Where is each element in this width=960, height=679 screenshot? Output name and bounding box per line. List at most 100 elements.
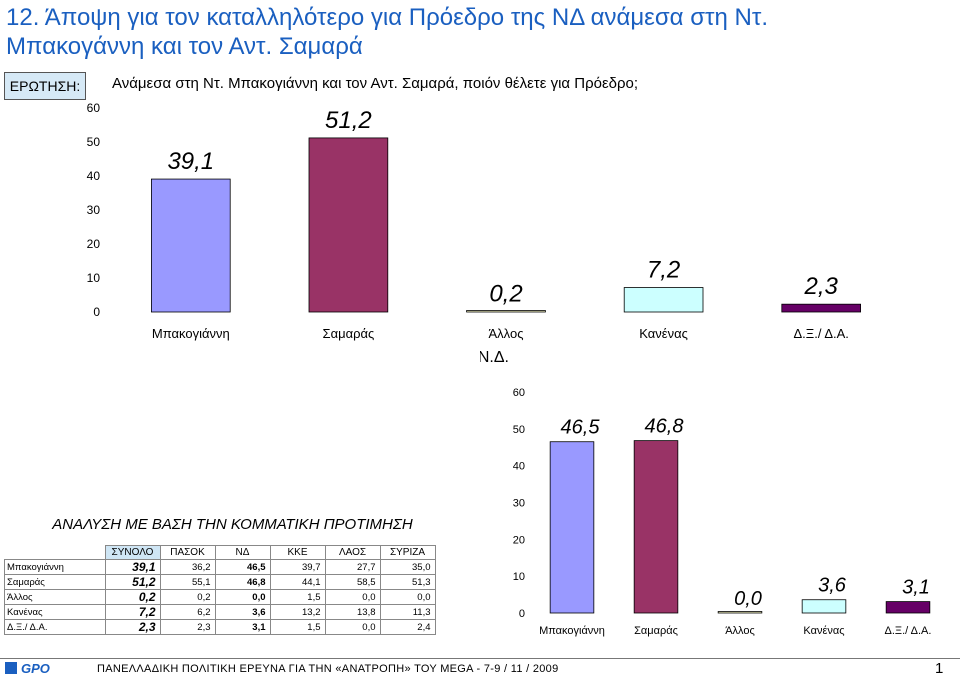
table-cell: 46,8 [214,574,271,590]
column-header: ΛΑΟΣ [324,545,381,560]
nd-voters-bar-chart: 0 10 20 30 40 50 60 Ψηφοφόροι Ν.Δ. 46,5 Μπακογιάν… [480,349,932,637]
table-cell: 1,5 [269,619,326,635]
table-cell: 0,0 [324,619,381,635]
breakdown-table: ΣΥΝΟΛΟ ΠΑΣΟΚ ΝΔ ΚΚΕ ΛΑΟΣ ΣΥΡΙΖΑ Μπακογιά… [4,545,436,635]
table-cell: 6,2 [159,604,216,620]
bar [466,310,546,313]
x-tick-label: Μπακογιάννη [152,326,230,341]
table-cell: 27,7 [324,559,381,575]
question-label: ΕΡΩΤΗΣΗ: [4,72,86,100]
column-header: ΣΥΝΟΛΟ [104,545,161,560]
row-label: Μπακογιάννη [4,559,106,575]
bar-value-label: 3,6 [818,575,847,597]
row-label: Δ.Ξ./ Δ.Α. [4,619,106,635]
page-title-line-2: Μπακογάννη και τον Αντ. Σαμαρά [6,33,363,60]
title-bar: 12. Άποψη για τον καταλληλότερο για Πρόε… [0,0,960,66]
bar-value-label: 46,8 [645,416,684,438]
x-tick-label: Δ.Ξ./ Δ.Α. [885,625,932,637]
bar [801,599,847,614]
breakdown-title: ΑΝΑΛΥΣΗ ΜΕ ΒΑΣΗ ΤΗΝ ΚΟΜΜΑΤΙΚΗ ΠΡΟΤΙΜΗΣΗ [52,516,413,533]
y-tick-label: 20 [513,534,525,546]
table-cell: 13,8 [324,604,381,620]
table-row: Κανένας 7,2 6,2 3,6 13,2 13,8 11,3 [4,604,436,620]
table-cell-total: 7,2 [104,604,161,620]
table-cell: 0,0 [324,589,381,605]
row-label: Άλλος [4,589,106,605]
table-cell: 13,2 [269,604,326,620]
table-cell: 3,6 [214,604,271,620]
bar [549,441,595,614]
y-tick-label: 20 [87,237,101,251]
table-cell: 0,2 [159,589,216,605]
table-cell: 46,5 [214,559,271,575]
y-tick-label: 10 [513,571,525,583]
bar-value-label: 51,2 [325,107,372,134]
table-row: Δ.Ξ./ Δ.Α. 2,3 2,3 3,1 1,5 0,0 2,4 [4,619,436,635]
x-tick-label: Κανένας [803,625,844,637]
y-tick-label: 10 [87,271,101,285]
bar [781,303,861,313]
y-tick-label: 50 [513,424,525,436]
breakdown-header-row: ΣΥΝΟΛΟ ΠΑΣΟΚ ΝΔ ΚΚΕ ΛΑΟΣ ΣΥΡΙΖΑ [5,545,436,560]
y-tick-label: 30 [87,203,101,217]
bar [623,287,704,313]
y-tick-label: 60 [87,101,101,115]
table-cell: 11,3 [379,604,436,620]
bar-value-label: 39,1 [167,148,214,175]
table-row: Σαμαράς 51,2 55,1 46,8 44,1 58,5 51,3 [4,574,436,590]
row-label: Σαμαράς [4,574,106,590]
column-header: ΣΥΡΙΖΑ [379,545,436,560]
x-tick-label: Σαμαράς [323,326,375,341]
footer [0,658,960,679]
footer-divider [0,658,960,659]
table-cell: 3,1 [214,619,271,635]
table-cell-total: 0,2 [104,589,161,605]
column-header: ΚΚΕ [269,545,326,560]
logo-text: GPO [21,661,50,675]
table-cell: 2,3 [159,619,216,635]
column-header: ΝΔ [214,545,271,560]
bar-value-label: 7,2 [647,257,680,284]
bar [717,611,763,614]
table-cell: 55,1 [159,574,216,590]
table-row: Άλλος 0,2 0,2 0,0 1,5 0,0 0,0 [4,589,436,605]
bar [633,440,679,614]
x-tick-label: Μπακογιάννη [539,625,605,637]
table-cell-total: 2,3 [104,619,161,635]
bar [150,178,231,313]
y-tick-label: 50 [87,135,101,149]
bar-value-label: 0,2 [489,280,522,307]
table-cell: 44,1 [269,574,326,590]
bar-value-label: 3,1 [902,577,930,599]
table-cell: 0,0 [214,589,271,605]
row-label: Κανένας [4,604,106,620]
table-cell: 36,2 [159,559,216,575]
bar [885,601,931,614]
page-title-line-1: 12. Άποψη για τον καταλληλότερο για Πρόε… [6,4,769,31]
y-tick-label: 0 [93,305,100,319]
table-cell: 39,7 [269,559,326,575]
y-tick-label: 40 [513,461,525,473]
main-bar-chart: 0 10 20 30 40 50 60 39,1 Μπακογιάννη 51,2 Σαμαράς 0… [87,101,861,341]
bar [308,137,389,313]
y-tick-label: 40 [87,169,101,183]
y-tick-label: 60 [513,387,525,399]
bar-value-label: 0,0 [734,588,762,610]
table-cell: 1,5 [269,589,326,605]
table-cell-total: 51,2 [104,574,161,590]
y-tick-label: 0 [519,608,525,620]
table-cell-total: 39,1 [104,559,161,575]
question-text: Ανάμεσα στη Ντ. Μπακογιάννη και τον Αντ.… [112,75,639,92]
table-cell: 0,0 [379,589,436,605]
x-tick-label: Κανένας [639,326,688,341]
table-cell: 35,0 [379,559,436,575]
header-spacer [5,546,106,560]
x-tick-label: Σαμαράς [634,625,678,637]
table-cell: 51,3 [379,574,436,590]
x-tick-label: Άλλος [725,625,755,637]
chart-title: Ψηφοφόροι Ν.Δ. [480,349,509,366]
bar-value-label: 46,5 [561,417,601,439]
table-cell: 2,4 [379,619,436,635]
table-cell: 58,5 [324,574,381,590]
bar-value-label: 2,3 [804,273,839,300]
